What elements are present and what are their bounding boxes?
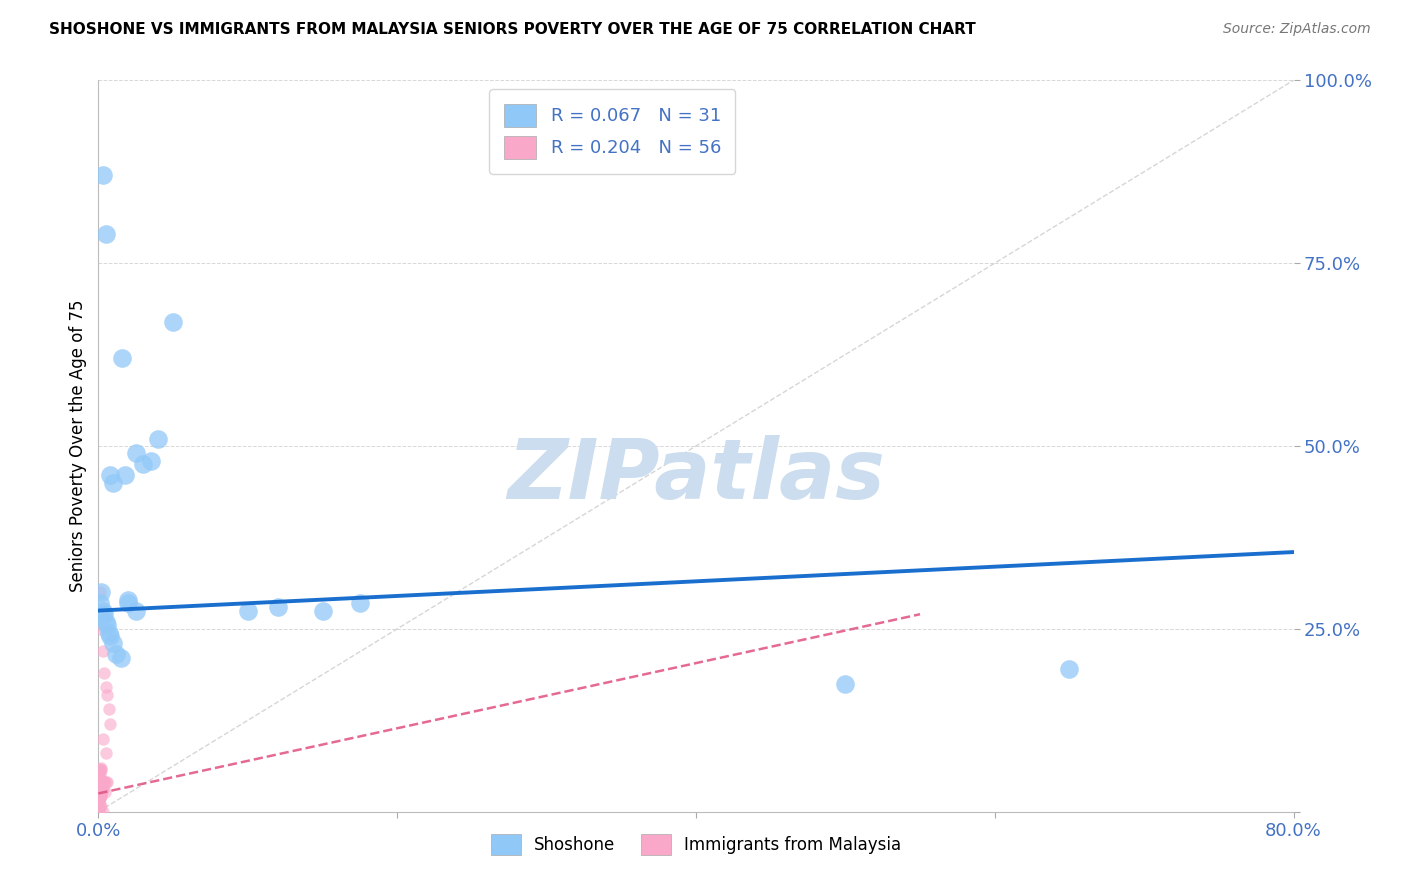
Point [110,651,132,665]
Point [89,791,111,805]
Point [93,607,115,622]
Point [89,776,111,790]
Point [91,775,114,789]
Point [117,596,139,610]
Text: SHOSHONE VS IMMIGRANTS FROM MALAYSIA SENIORS POVERTY OVER THE AGE OF 75 CORRELAT: SHOSHONE VS IMMIGRANTS FROM MALAYSIA SEN… [49,22,976,37]
Point [89,585,111,599]
Point [90,798,112,813]
Point [98,629,122,643]
Point [89,784,111,798]
Point [87,785,110,799]
Point [89,773,111,788]
Point [105,648,128,662]
Point [94,615,117,629]
Point [94,681,117,695]
Point [90,789,112,804]
Point [90,789,112,803]
Point [98,717,122,731]
Point [91,731,114,746]
Point [89,772,111,787]
Point [87,789,110,804]
Legend: Shoshone, Immigrants from Malaysia: Shoshone, Immigrants from Malaysia [484,827,908,862]
Point [1059,662,1081,676]
Point [93,775,115,789]
Point [139,453,162,467]
Point [96,618,118,632]
Point [89,791,111,805]
Point [90,622,112,636]
Point [87,797,110,811]
Point [111,351,134,366]
Point [87,764,110,779]
Point [91,169,114,183]
Point [132,457,155,471]
Point [89,777,111,791]
Point [103,636,125,650]
Point [125,603,148,617]
Point [87,787,110,801]
Point [125,446,148,460]
Point [89,784,111,798]
Point [89,763,111,777]
Point [89,799,111,814]
Point [91,644,114,658]
Point [97,625,120,640]
Point [89,787,111,801]
Point [87,791,110,805]
Point [267,599,290,614]
Point [87,768,110,782]
Point [89,786,111,800]
Point [96,775,118,789]
Point [94,746,117,760]
Point [236,603,259,617]
Point [87,781,110,796]
Point [90,761,112,775]
Point [97,702,120,716]
Point [94,775,117,789]
Point [834,676,856,690]
Point [90,786,112,800]
Point [89,772,111,787]
Point [93,774,115,789]
Point [89,763,111,777]
Point [98,468,122,483]
Point [114,468,136,483]
Point [94,784,117,798]
Point [89,596,111,610]
Y-axis label: Seniors Poverty Over the Age of 75: Seniors Poverty Over the Age of 75 [69,300,87,592]
Point [94,227,117,241]
Point [349,596,371,610]
Point [90,585,112,599]
Point [89,790,111,805]
Point [91,603,114,617]
Point [91,805,114,819]
Point [148,432,170,446]
Point [162,315,184,329]
Point [89,775,111,789]
Point [311,603,333,617]
Point [89,767,111,781]
Point [90,783,112,797]
Point [87,774,110,789]
Point [91,779,114,793]
Text: ZIPatlas: ZIPatlas [508,434,884,516]
Point [103,475,125,490]
Point [96,688,118,702]
Point [87,802,110,816]
Point [93,665,115,680]
Point [117,592,139,607]
Point [89,773,111,788]
Point [91,781,114,796]
Text: Source: ZipAtlas.com: Source: ZipAtlas.com [1223,22,1371,37]
Point [87,794,110,808]
Point [90,764,112,778]
Point [87,800,110,814]
